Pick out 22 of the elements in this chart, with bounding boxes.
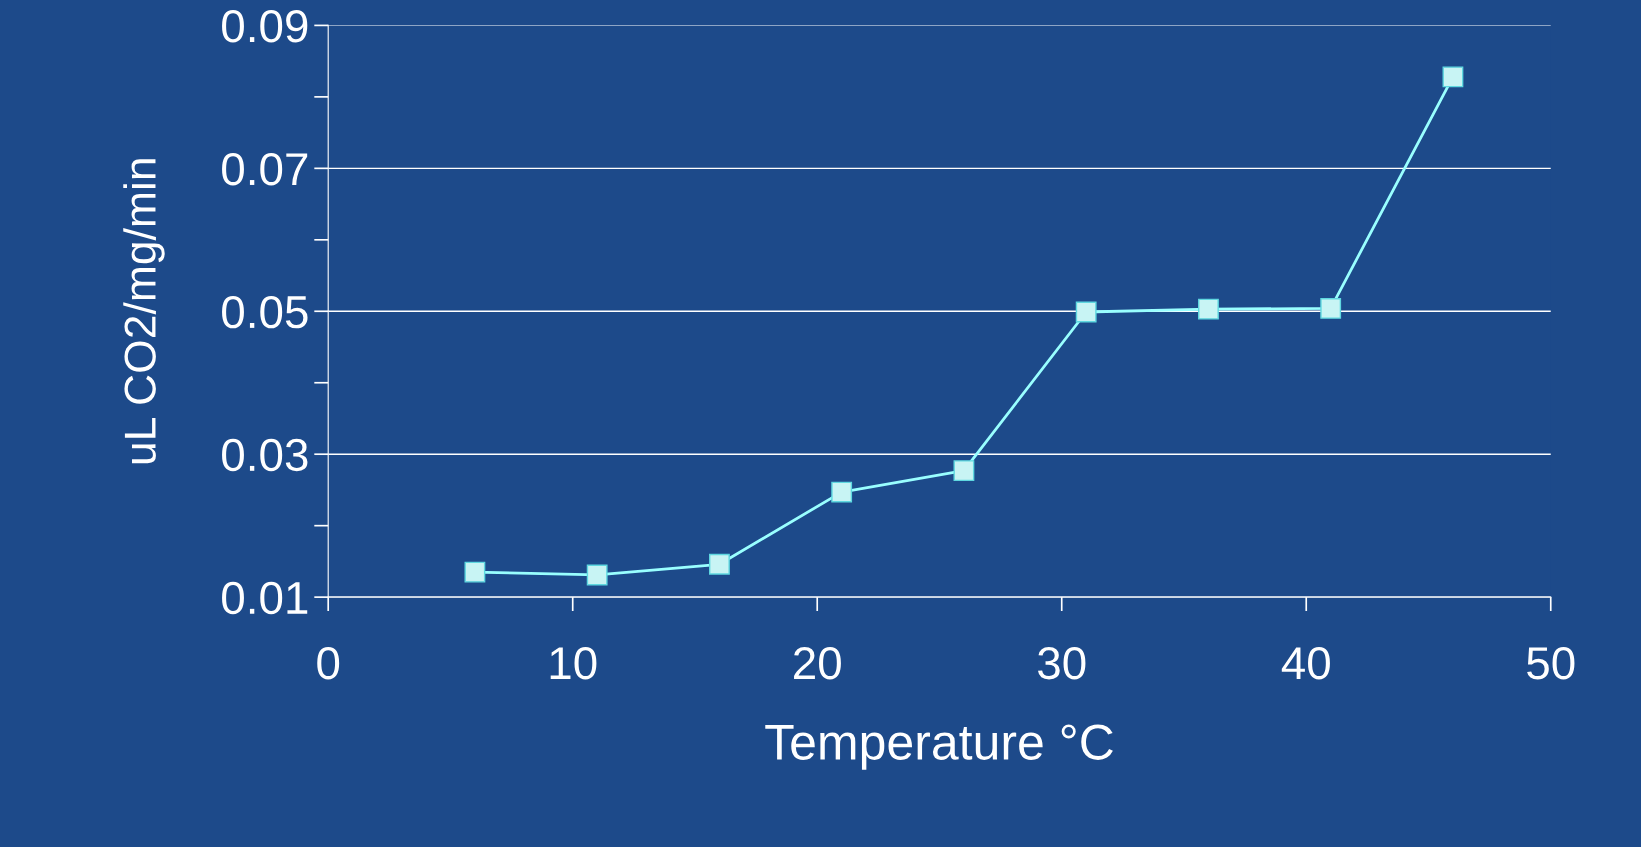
y-tick-label: 0.07 [222,152,308,186]
y-axis-title: uL CO2/mg/min [123,159,165,464]
y-tick-label: 0.09 [222,10,308,43]
point [1320,297,1342,319]
x-tick-label: 0 [317,646,340,680]
y-tick-label: 0.05 [222,295,308,329]
x-tick-label: 10 [550,646,597,680]
point [1075,301,1097,323]
point [708,553,730,575]
point [953,460,975,482]
x-axis-title: Temperature °C [765,724,1113,770]
x-tick-label: 20 [794,646,841,680]
x-tick-label: 30 [1037,646,1086,680]
point [1442,66,1464,88]
x-tick-label: 40 [1281,646,1330,680]
point [1198,298,1219,320]
y-tick-label: 0.03 [222,438,308,472]
point [586,564,608,586]
point [464,561,486,583]
point [831,481,853,503]
x-tick-label: 50 [1527,646,1575,680]
y-tick-label: 0.01 [222,581,308,615]
